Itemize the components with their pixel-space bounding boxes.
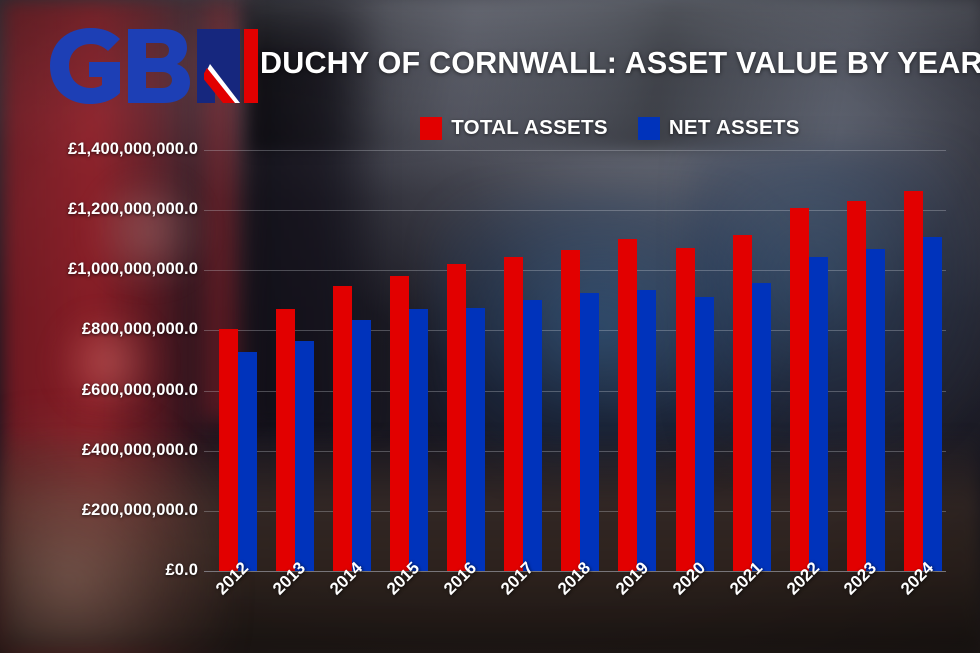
bar-total-assets-2021 [732,235,752,571]
bar-net-assets-2024 [922,236,942,571]
background-desk-highlight [0,413,230,653]
bar-total-assets-2020 [675,248,695,571]
bar-group-2015 [375,150,432,571]
gridline [204,210,946,212]
bar-net-assets-2022 [808,257,828,571]
page-title: DUCHY OF CORNWALL: ASSET VALUE BY YEAR [260,46,980,80]
legend-item-total-assets: TOTAL ASSETS [420,116,608,140]
bar-group-2016 [432,150,489,571]
plot-area [204,150,946,572]
bar-group-2020 [661,150,718,571]
bar-group-2023 [832,150,889,571]
bar-total-assets-2018 [561,249,581,571]
bar-total-assets-2017 [504,257,524,571]
bar-net-assets-2015 [409,309,429,571]
legend-swatch-red-icon [420,116,443,140]
bar-total-assets-2019 [618,239,638,571]
bar-group-2017 [489,150,546,571]
bar-series-container [204,150,946,571]
bar-group-2014 [318,150,375,571]
bar-total-assets-2014 [333,285,353,571]
bar-net-assets-2017 [523,300,543,571]
bar-net-assets-2012 [238,352,257,571]
bar-total-assets-2024 [903,190,923,571]
bar-group-2012 [204,150,261,571]
axis-baseline [204,571,946,572]
bar-net-assets-2019 [637,290,657,571]
background-ceiling [250,0,980,150]
bar-group-2024 [889,150,946,571]
legend-label-net-assets: NET ASSETS [668,116,800,139]
bar-group-2019 [603,150,660,571]
bar-net-assets-2018 [580,293,600,571]
bar-group-2021 [718,150,775,571]
legend-label-total-assets: TOTAL ASSETS [451,116,608,139]
background-glow-a [48,312,168,412]
bar-net-assets-2020 [694,297,714,571]
y-axis-tick-label: £1,400,000,000.0 [67,140,198,158]
bar-net-assets-2023 [865,248,885,571]
bar-total-assets-2013 [276,309,296,571]
bar-net-assets-2014 [352,319,372,571]
bar-total-assets-2022 [789,208,809,571]
gridline [204,150,946,151]
legend-item-net-assets: NET ASSETS [637,116,800,140]
bar-group-2013 [261,150,318,571]
bar-total-assets-2015 [390,276,410,571]
gb-news-logo [44,24,260,108]
chart-legend: TOTAL ASSETS NET ASSETS [260,116,960,140]
legend-swatch-blue-icon [637,116,660,140]
bar-net-assets-2013 [295,340,315,571]
bar-total-assets-2016 [447,263,467,571]
background-glow-b [84,176,214,286]
bar-net-assets-2016 [466,307,486,571]
bar-group-2018 [546,150,603,571]
bar-group-2022 [775,150,832,571]
bar-net-assets-2021 [751,283,771,571]
bar-total-assets-2012 [219,328,238,571]
bar-total-assets-2023 [846,201,866,571]
